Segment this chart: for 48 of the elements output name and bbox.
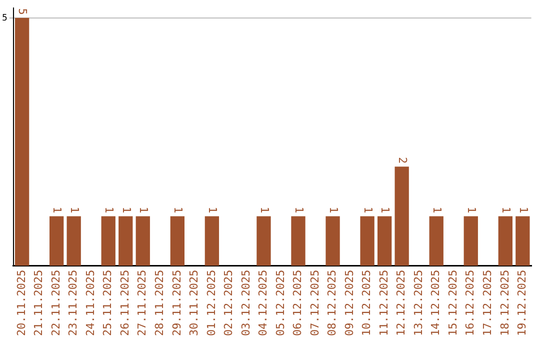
- data-label: 1: [465, 206, 478, 214]
- x-tick-label: 16.12.2025: [464, 270, 477, 336]
- data-label: 1: [102, 206, 116, 214]
- x-tick-label: 15.12.2025: [446, 270, 460, 336]
- x-tick-label: 13.12.2025: [412, 270, 425, 336]
- data-label: 1: [120, 206, 133, 214]
- data-label: 1: [137, 206, 150, 214]
- x-tick-label: 12.12.2025: [394, 270, 408, 336]
- x-tick-label: 25.11.2025: [101, 270, 114, 336]
- data-label: 1: [50, 206, 64, 214]
- x-tick-label: 23.11.2025: [66, 270, 80, 336]
- x-tick-label: 03.12.2025: [239, 270, 252, 336]
- x-tick-label: 06.12.2025: [291, 270, 304, 336]
- x-tick-label: 30.11.2025: [188, 270, 201, 336]
- x-tick-label: 27.11.2025: [136, 270, 149, 336]
- x-tick-label: 24.11.2025: [84, 270, 97, 336]
- data-label: 1: [68, 206, 81, 214]
- data-label: 1: [500, 206, 513, 214]
- data-label: 2: [396, 157, 409, 164]
- x-tick-label: 17.12.2025: [481, 270, 494, 336]
- x-tick-label: 20.11.2025: [14, 270, 28, 336]
- x-tick-label: 19.12.2025: [516, 270, 529, 336]
- data-label: 1: [430, 206, 444, 214]
- data-label: 1: [378, 206, 392, 214]
- x-tick-label: 14.12.2025: [429, 270, 442, 336]
- data-label: 1: [516, 206, 530, 214]
- data-label: 5: [16, 8, 30, 15]
- x-tick-label: 21.11.2025: [32, 270, 46, 336]
- x-tick-label: 10.12.2025: [360, 270, 374, 336]
- x-tick-label: 09.12.2025: [342, 270, 356, 336]
- data-label: 1: [258, 206, 271, 214]
- x-tick-label: 29.11.2025: [170, 270, 184, 336]
- data-label: 1: [206, 206, 220, 214]
- x-tick-label: 07.12.2025: [308, 270, 322, 336]
- x-tick-label: 01.12.2025: [204, 270, 218, 336]
- x-tick-label: 11.12.2025: [377, 270, 390, 336]
- x-tick-label: 08.12.2025: [326, 270, 339, 336]
- data-label: 1: [292, 206, 306, 214]
- x-tick-label: 05.12.2025: [274, 270, 287, 336]
- x-tick-label: 04.12.2025: [256, 270, 270, 336]
- x-tick-label: 02.12.2025: [222, 270, 236, 336]
- data-label: 1: [172, 206, 185, 214]
- x-tick-label: 22.11.2025: [49, 270, 62, 336]
- data-label: 1: [361, 206, 374, 214]
- x-tick-label: 28.11.2025: [153, 270, 166, 336]
- data-label: 1: [326, 206, 340, 214]
- x-tick-label: 26.11.2025: [118, 270, 132, 336]
- x-tick-label: 18.12.2025: [498, 270, 512, 336]
